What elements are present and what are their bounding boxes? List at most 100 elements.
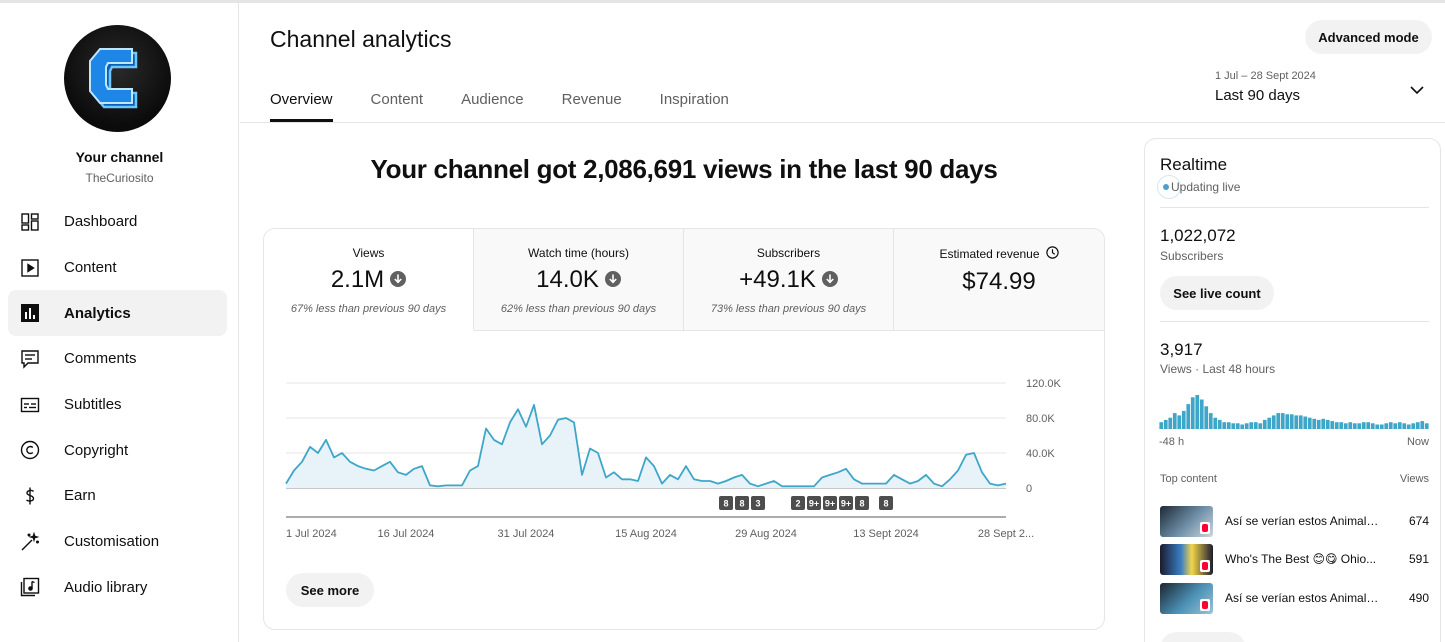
go-to-realtime-button[interactable] (1160, 632, 1246, 642)
trend-down-icon (821, 266, 838, 294)
realtime-bar (1181, 410, 1186, 429)
realtime-bar (1357, 423, 1362, 429)
realtime-bar (1348, 422, 1353, 429)
top-content-row[interactable]: Así se verían estos Animales... 674 (1160, 505, 1429, 537)
tab-revenue[interactable]: Revenue (561, 91, 622, 108)
sidebar-item-content[interactable]: Content (8, 245, 227, 291)
sidebar-item-label: Analytics (64, 304, 131, 322)
sidebar-item-audio-library[interactable]: Audio library (8, 565, 227, 611)
realtime-bar (1424, 423, 1429, 429)
sidebar: Your channel TheCuriosito Dashboard Cont… (0, 3, 239, 642)
date-range-label: Last 90 days (1215, 87, 1301, 104)
tab-overview[interactable]: Overview (270, 78, 333, 123)
video-title: Who's The Best 😊😋 Ohio... (1225, 552, 1377, 566)
metric-note: 73% less than previous 90 days (710, 303, 867, 315)
realtime-subscribers-value: 1,022,072 (1160, 226, 1236, 245)
realtime-bar (1384, 423, 1389, 429)
see-live-count-button[interactable]: See live count (1160, 276, 1274, 310)
sidebar-item-label: Audio library (64, 578, 148, 596)
sidebar-item-subtitles[interactable]: Subtitles (8, 382, 227, 428)
realtime-bar (1375, 424, 1380, 429)
views-headline: Your channel got 2,086,691 views in the … (370, 154, 998, 184)
metric-watch-time[interactable]: Watch time (hours) 14.0K 62% less than p… (474, 229, 684, 331)
metric-label: Estimated revenue (939, 247, 1040, 261)
x-tick-label: 1 Jul 2024 (286, 528, 337, 540)
series-line (285, 404, 1007, 488)
page-title: Channel analytics (270, 26, 452, 52)
realtime-bar (1222, 422, 1227, 429)
tab-content[interactable]: Content (370, 91, 424, 108)
date-range-picker[interactable]: 1 Jul – 28 Sept 2024 Last 90 days (1215, 70, 1430, 110)
video-views: 490 (1408, 591, 1429, 605)
metric-note: 62% less than previous 90 days (500, 303, 657, 315)
publish-badge (855, 496, 869, 510)
top-content-row[interactable]: Así se verían estos Animales... 490 (1160, 582, 1429, 614)
realtime-status-label: Updating live (1171, 180, 1241, 194)
x-tick-label: 16 Jul 2024 (378, 528, 435, 540)
metric-value: +49.1K (739, 266, 816, 293)
realtime-bar (1339, 422, 1344, 429)
publish-badge-label: 9+ (825, 499, 835, 509)
sidebar-item-copyright[interactable]: Copyright (8, 427, 227, 473)
divider (1160, 207, 1429, 208)
publish-badge (719, 496, 733, 510)
realtime-bar (1280, 413, 1285, 429)
realtime-bar (1235, 423, 1240, 429)
video-title: Así se verían estos Animales... (1225, 591, 1385, 605)
realtime-bar (1397, 422, 1402, 429)
sidebar-item-label: Earn (64, 487, 96, 505)
publish-badge (879, 496, 893, 510)
sidebar-item-dashboard[interactable]: Dashboard (8, 199, 227, 245)
sidebar-item-earn[interactable]: Earn (8, 473, 227, 519)
realtime-bar (1406, 424, 1411, 429)
axis-end-label: Now (1406, 436, 1429, 448)
video-thumbnail (1160, 543, 1213, 575)
realtime-bar (1298, 415, 1303, 429)
dashboard-icon (20, 212, 40, 232)
channel-handle: TheCuriosito (85, 171, 154, 185)
sidebar-item-analytics[interactable]: Analytics (8, 290, 227, 337)
video-title: Así se verían estos Animales... (1225, 514, 1385, 528)
date-range-dates: 1 Jul – 28 Sept 2024 (1215, 70, 1316, 82)
realtime-bar (1285, 414, 1290, 429)
realtime-bar (1217, 419, 1222, 429)
sidebar-item-label: Comments (64, 350, 137, 368)
realtime-views-label: Views · Last 48 hours (1160, 362, 1276, 376)
publish-badge-label: 3 (755, 499, 760, 509)
x-tick-label: 31 Jul 2024 (498, 528, 555, 540)
metric-estimated-revenue[interactable]: Estimated revenue $74.99 (894, 229, 1104, 331)
realtime-bar (1190, 397, 1195, 429)
x-tick-label: 29 Aug 2024 (735, 528, 797, 540)
sidebar-item-comments[interactable]: Comments (8, 336, 227, 382)
publish-badge-label: 8 (883, 499, 888, 509)
realtime-bar (1249, 422, 1254, 429)
divider (1160, 321, 1429, 322)
customisation-icon (20, 531, 40, 552)
advanced-mode-button[interactable]: Advanced mode (1305, 20, 1432, 54)
metric-views[interactable]: Views 2.1M 67% less than previous 90 day… (264, 229, 474, 331)
sidebar-item-label: Dashboard (64, 213, 138, 231)
shorts-icon (1200, 598, 1210, 611)
metric-label: Watch time (hours) (528, 246, 629, 260)
publish-badge (839, 496, 853, 510)
realtime-bar (1253, 422, 1258, 429)
channel-avatar[interactable] (64, 25, 171, 132)
realtime-bar (1393, 423, 1398, 429)
realtime-card: Realtime Updating live 1,022,072 Subscri… (1144, 138, 1441, 642)
tab-inspiration[interactable]: Inspiration (659, 91, 729, 108)
metric-value: 14.0K (536, 266, 599, 293)
tab-audience[interactable]: Audience (461, 91, 524, 108)
sidebar-item-customisation[interactable]: Customisation (8, 519, 227, 565)
realtime-bar (1343, 423, 1348, 429)
metric-subscribers[interactable]: Subscribers +49.1K 73% less than previou… (684, 229, 894, 331)
trend-down-icon (390, 266, 407, 294)
views-chart: 120.0K 80.0K 40.0K 0 8 8 3 2 9+ 9+ 9+ 8 8 1 Jul 2024 1… (264, 331, 1104, 629)
realtime-bar (1325, 419, 1330, 429)
clock-icon (1045, 246, 1059, 262)
series-area (286, 404, 1006, 488)
see-more-button[interactable]: See more (286, 573, 374, 607)
top-content-row[interactable]: Who's The Best 😊😋 Ohio... 591 (1160, 543, 1429, 575)
realtime-bar (1258, 423, 1263, 429)
realtime-bar (1370, 423, 1375, 429)
publish-badge (807, 496, 821, 510)
